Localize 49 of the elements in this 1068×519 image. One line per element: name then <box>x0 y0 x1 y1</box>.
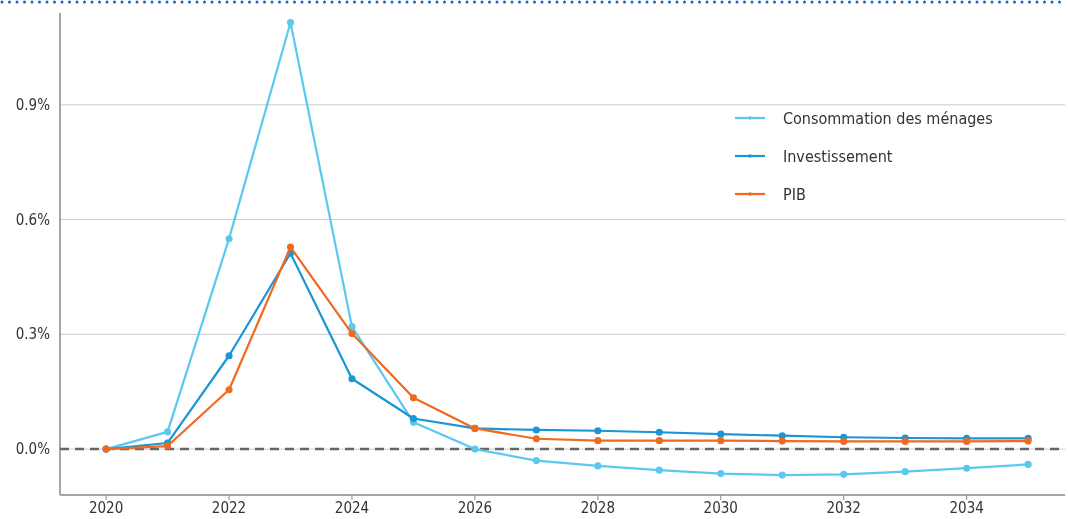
point <box>963 437 971 446</box>
point <box>348 330 356 338</box>
point <box>532 426 540 434</box>
x-tick-label: 2034 <box>949 499 984 517</box>
x-tick-label: 2030 <box>703 499 738 517</box>
point <box>286 243 295 251</box>
point <box>594 462 602 470</box>
legend-label: PIB <box>783 184 806 204</box>
x-tick-label: 2024 <box>334 499 370 517</box>
x-tick-label: 2022 <box>211 499 247 517</box>
point <box>778 437 786 445</box>
point <box>717 430 725 438</box>
point <box>717 437 725 445</box>
point <box>348 375 356 383</box>
point <box>1024 460 1032 468</box>
point <box>778 471 786 479</box>
point <box>225 386 233 394</box>
legend-label: Investissement <box>783 146 893 166</box>
point <box>840 437 848 446</box>
point <box>348 323 356 331</box>
point <box>532 457 540 465</box>
point <box>471 445 479 453</box>
x-tick-label: 2026 <box>457 499 493 517</box>
point <box>840 470 848 478</box>
point <box>286 19 295 27</box>
point <box>594 437 602 445</box>
point <box>409 394 418 402</box>
point <box>225 352 233 360</box>
point <box>164 428 172 436</box>
point <box>409 414 418 423</box>
point <box>901 437 909 446</box>
x-tick-label: 2032 <box>826 499 861 517</box>
point <box>532 435 540 443</box>
point <box>901 468 909 476</box>
point <box>717 470 725 478</box>
legend-label: Consommation des ménages <box>783 108 993 128</box>
x-tick-label: 2020 <box>88 499 124 517</box>
y-tick-label: 0.3% <box>15 325 51 344</box>
x-tick-label: 2028 <box>580 499 616 517</box>
point <box>655 466 663 474</box>
point <box>778 432 786 440</box>
point <box>655 428 663 436</box>
y-tick-label: 0.6% <box>15 210 51 229</box>
y-tick-label: 0.0% <box>15 440 51 459</box>
point <box>225 235 233 243</box>
point <box>963 464 971 472</box>
point <box>594 427 602 435</box>
point <box>655 437 663 445</box>
y-tick-label: 0.9% <box>15 95 51 114</box>
